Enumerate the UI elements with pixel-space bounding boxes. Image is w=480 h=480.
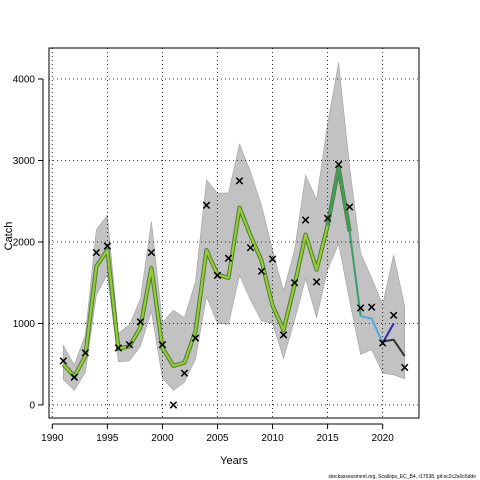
series-line [326,166,362,317]
series-line [62,166,351,378]
x-tick-label: 1990 [41,433,64,444]
observation-point [103,242,112,250]
observation-point [356,304,365,312]
plot-frame [48,47,420,419]
observation-point [235,177,244,185]
observation-point [158,340,167,349]
x-tick-label: 2000 [151,433,174,444]
observation-point [136,318,145,326]
observation-point [169,401,178,409]
x-tick-label: 2005 [206,433,229,444]
confidence-band-layer [63,62,405,391]
observation-point [191,334,200,342]
observation-point [323,214,332,223]
observation-point [279,331,288,339]
observation-point [114,344,123,352]
footnote: stockassessment.org, Scallops_EC_B4, r17… [328,474,476,480]
x-tick-label: 1995 [96,433,119,444]
x-tick-label: 2010 [261,433,284,444]
x-tick-label: 2015 [316,433,339,444]
y-tick-label: 1000 [13,319,36,330]
observation-point [290,278,299,287]
observation-point [257,267,266,276]
observation-point [224,254,233,262]
observation-point [125,340,134,349]
observation-point [301,216,310,224]
observation-point [180,369,189,377]
y-tick-label: 0 [29,400,35,411]
y-tick-label: 2000 [13,237,36,248]
observation-point [345,203,354,211]
observation-points-layer [59,160,409,409]
axes-layer: 0 1000 2000 3000 4000 1990 1995 2000 2005 2010 201… [13,74,394,444]
observation-point [246,243,255,252]
series-line [360,315,384,344]
observation-point [70,373,79,381]
y-tick-label: 4000 [13,74,36,85]
series-layer [61,165,406,379]
observation-point [400,363,409,372]
observation-point [378,339,387,347]
series-line [382,338,406,357]
observation-point [59,357,68,365]
observation-point [202,201,211,210]
observation-point [389,311,398,320]
observation-point [334,160,343,169]
observation-point [268,255,277,263]
series-line [381,322,395,344]
confidence-band [63,62,405,391]
observation-point [147,248,156,257]
x-tick-label: 2020 [372,433,395,444]
y-tick-label: 3000 [13,156,36,167]
observation-point [81,349,90,357]
observation-point [213,271,222,280]
observation-point [92,248,101,257]
x-axis-title: Years [220,455,248,467]
observation-point [367,303,376,311]
observation-point [312,278,321,286]
y-axis-title: Catch [3,222,15,251]
